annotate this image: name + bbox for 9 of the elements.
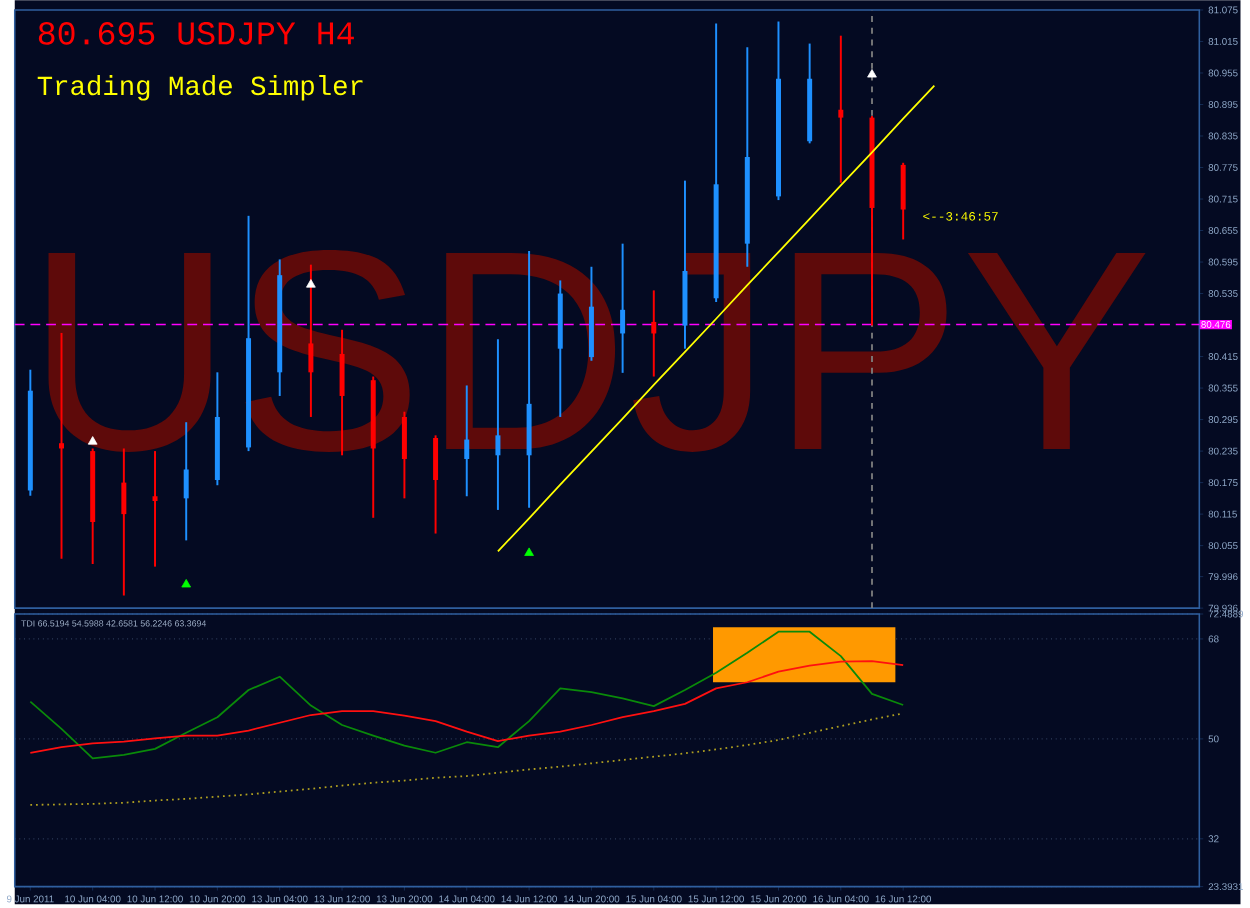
point <box>181 578 191 587</box>
chart-title: 80.695 USDJPY H4 <box>38 21 354 45</box>
point <box>524 547 534 556</box>
candlestick <box>900 161 906 240</box>
text: Trading Made Simpler <box>37 74 363 101</box>
point <box>867 68 877 78</box>
line-series <box>29 630 905 759</box>
candlestick <box>838 34 844 184</box>
candlestick <box>152 449 158 568</box>
